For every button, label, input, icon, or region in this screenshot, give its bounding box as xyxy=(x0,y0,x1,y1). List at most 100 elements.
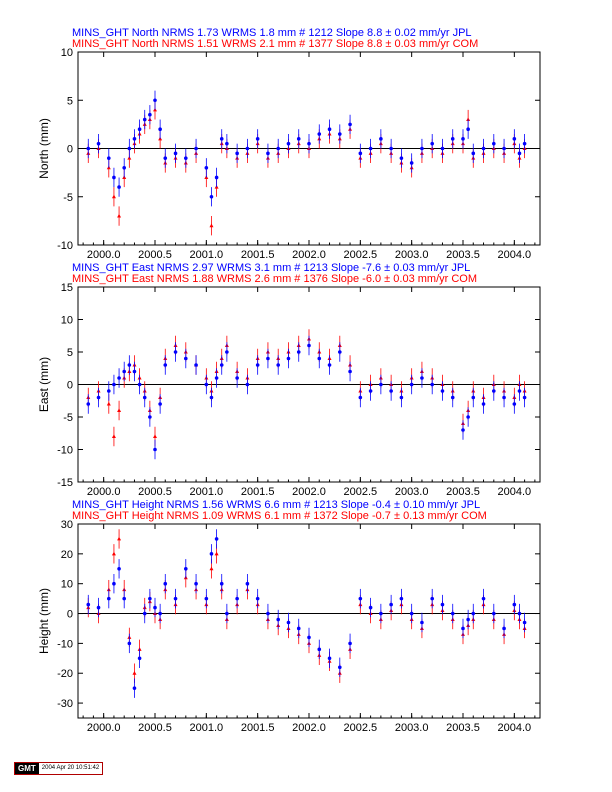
data-point-jpl xyxy=(461,428,465,432)
gmt-badge: GMT 2004 Apr 20 10:51:42 xyxy=(14,762,104,775)
data-point-jpl xyxy=(466,415,470,419)
data-point-jpl xyxy=(276,617,281,622)
data-point-jpl xyxy=(286,356,291,361)
y-tick-label: 5 xyxy=(67,95,73,107)
data-point-jpl xyxy=(153,447,157,452)
data-point-jpl xyxy=(112,382,116,387)
x-tick-label: 2000.5 xyxy=(138,722,172,734)
data-point-com xyxy=(209,566,214,571)
height-header-jpl: MINS_GHT Height NRMS 1.56 WRMS 6.6 mm # … xyxy=(72,499,480,511)
data-layer xyxy=(86,90,527,236)
data-point-jpl xyxy=(358,395,363,400)
data-point-jpl xyxy=(348,641,352,646)
y-tick-label: 0 xyxy=(67,380,73,392)
data-layer xyxy=(86,529,527,698)
x-tick-label: 2000.5 xyxy=(138,486,172,498)
data-point-jpl xyxy=(450,137,455,141)
x-tick-label: 2002.0 xyxy=(292,722,326,734)
data-point-jpl xyxy=(307,343,311,348)
data-point-jpl xyxy=(163,156,168,160)
data-point-jpl xyxy=(235,376,239,380)
data-point-jpl xyxy=(307,635,311,640)
y-tick-label: 5 xyxy=(67,347,73,359)
data-point-jpl xyxy=(107,156,111,160)
data-point-jpl xyxy=(502,146,506,151)
data-point-jpl xyxy=(450,611,455,616)
data-point-jpl xyxy=(137,382,142,387)
x-tick-label: 2003.0 xyxy=(395,249,429,261)
east-panel: MINS_GHT East NRMS 2.97 WRMS 3.1 mm # 12… xyxy=(37,262,541,498)
y-tick-label: 10 xyxy=(61,315,73,327)
x-tick-label: 2002.0 xyxy=(292,486,326,498)
data-point-jpl xyxy=(255,596,260,601)
data-point-jpl xyxy=(127,363,132,367)
data-point-jpl xyxy=(389,146,393,151)
data-point-jpl xyxy=(399,156,404,160)
data-point-com xyxy=(106,401,111,406)
data-point-jpl xyxy=(158,127,162,131)
data-point-jpl xyxy=(117,376,121,380)
data-point-jpl xyxy=(214,175,219,180)
data-point-com xyxy=(117,408,122,412)
data-point-jpl xyxy=(214,537,219,541)
data-point-jpl xyxy=(158,611,162,616)
data-point-jpl xyxy=(492,611,496,616)
data-point-jpl xyxy=(327,127,332,131)
data-point-jpl xyxy=(481,146,486,151)
data-point-com xyxy=(117,213,122,218)
data-point-jpl xyxy=(317,356,322,361)
data-point-jpl xyxy=(153,98,157,103)
data-point-jpl xyxy=(296,626,301,631)
data-point-jpl xyxy=(471,151,476,156)
data-point-jpl xyxy=(358,596,363,601)
data-point-jpl xyxy=(132,369,137,374)
data-point-jpl xyxy=(517,611,522,616)
data-point-jpl xyxy=(512,602,517,607)
data-point-jpl xyxy=(122,596,126,601)
data-point-com xyxy=(153,434,157,438)
data-point-jpl xyxy=(317,647,322,652)
east-header-com: MINS_GHT East NRMS 1.88 WRMS 2.6 mm # 13… xyxy=(72,273,477,285)
data-point-jpl xyxy=(276,146,281,151)
x-tick-label: 2004.0 xyxy=(498,486,532,498)
data-point-jpl xyxy=(522,620,527,625)
data-point-jpl xyxy=(522,395,527,400)
data-point-jpl xyxy=(204,596,209,601)
data-point-jpl xyxy=(148,596,152,601)
data-point-jpl xyxy=(430,141,435,146)
data-point-jpl xyxy=(219,363,224,367)
x-tick-label: 2003.0 xyxy=(395,722,429,734)
data-point-jpl xyxy=(450,395,455,400)
data-point-jpl xyxy=(86,402,91,406)
data-point-jpl xyxy=(440,602,445,607)
x-tick-label: 2003.5 xyxy=(446,249,480,261)
x-tick-label: 2004.0 xyxy=(498,722,532,734)
x-tick-label: 2000.0 xyxy=(87,722,121,734)
data-point-jpl xyxy=(153,605,157,610)
height-header-com: MINS_GHT Height NRMS 1.09 WRMS 6.1 mm # … xyxy=(72,510,487,522)
y-tick-label: -10 xyxy=(57,638,73,650)
data-point-jpl xyxy=(173,350,178,354)
data-point-jpl xyxy=(184,156,188,160)
x-tick-label: 2001.5 xyxy=(241,249,275,261)
data-point-jpl xyxy=(348,369,352,374)
data-point-jpl xyxy=(245,382,250,387)
data-point-jpl xyxy=(137,656,142,661)
data-point-jpl xyxy=(225,141,229,146)
data-point-jpl xyxy=(440,389,445,393)
data-point-jpl xyxy=(209,194,214,199)
data-point-jpl xyxy=(194,363,198,367)
plot-frame xyxy=(77,523,541,719)
data-point-jpl xyxy=(409,611,414,616)
y-tick-label: 30 xyxy=(61,519,73,531)
data-point-jpl xyxy=(481,596,486,601)
y-tick-label: -10 xyxy=(57,240,73,252)
data-point-jpl xyxy=(368,146,373,151)
data-point-jpl xyxy=(142,395,147,400)
data-point-jpl xyxy=(420,146,424,151)
data-point-jpl xyxy=(389,602,393,607)
data-point-jpl xyxy=(194,581,198,586)
x-tick-label: 2004.0 xyxy=(498,249,532,261)
data-point-jpl xyxy=(389,389,393,393)
data-point-jpl xyxy=(286,141,291,146)
